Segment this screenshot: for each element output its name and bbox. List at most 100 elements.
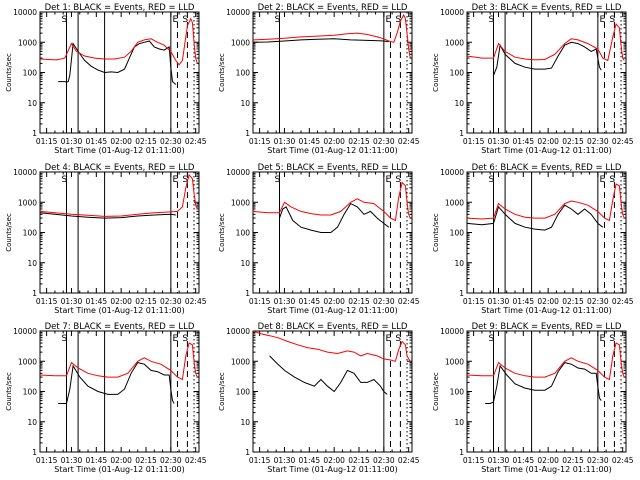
y-tick-label: 1 [245, 129, 250, 138]
x-tick-label: 02:15 [562, 456, 584, 465]
x-tick-label: 02:45 [612, 137, 634, 146]
x-tick-label: 01:30 [274, 297, 296, 306]
x-tick-label: 01:15 [249, 297, 271, 306]
panel-title: Det 9: BLACK = Events, RED = LLD [472, 322, 622, 332]
x-axis-label: Start Time (01-Aug-12 01:11:00) [267, 146, 398, 155]
y-tick-label: 100 [450, 388, 465, 397]
y-tick-label: 10 [240, 99, 250, 108]
lld-series-line [39, 342, 198, 381]
marker-label: E [599, 334, 605, 344]
events-series-line [39, 212, 176, 219]
x-tick-label: 02:30 [373, 456, 395, 465]
x-axis-label: Start Time (01-Aug-12 01:11:00) [267, 306, 398, 315]
panel-det-5: Det 5: BLACK = Events, RED = LLD 1 10 100 10… [218, 163, 420, 315]
marker-label: E [385, 15, 391, 25]
x-tick-label: 02:00 [110, 297, 132, 306]
y-tick-label: 10000 [226, 8, 250, 17]
x-tick-label: 01:15 [463, 137, 485, 146]
lld-series-line [252, 330, 411, 362]
x-tick-label: 01:45 [299, 137, 321, 146]
y-tick-label: 10 [240, 418, 250, 427]
plot-frame [39, 171, 200, 294]
marker-label: S [62, 334, 68, 344]
marker-label: S [489, 175, 495, 185]
marker-label: S [182, 175, 188, 185]
x-tick-label: 01:45 [86, 456, 108, 465]
x-tick-label: 02:45 [185, 137, 207, 146]
x-tick-label: 02:45 [398, 137, 420, 146]
y-tick-label: 10000 [13, 327, 37, 336]
x-axis-label: Start Time (01-Aug-12 01:11:00) [481, 465, 612, 474]
panel-det-7: Det 7: BLACK = Events, RED = LLD 1 10 100 10… [5, 322, 207, 474]
marker-label: S [395, 15, 401, 25]
marker-label: E [385, 334, 391, 344]
x-axis-label: Start Time (01-Aug-12 01:11:00) [481, 146, 612, 155]
x-tick-label: 01:15 [249, 137, 271, 146]
y-tick-label: 1 [459, 289, 464, 298]
x-tick-label: 02:30 [160, 456, 182, 465]
y-tick-label: 100 [236, 229, 251, 238]
y-tick-label: 1 [32, 129, 37, 138]
x-axis-label: Start Time (01-Aug-12 01:11:00) [54, 465, 185, 474]
marker-label: S [182, 334, 188, 344]
x-tick-label: 02:30 [160, 137, 182, 146]
marker-label: S [609, 175, 615, 185]
y-tick-label: 100 [23, 388, 38, 397]
y-tick-label: 10 [27, 259, 37, 268]
y-tick-label: 100 [450, 229, 465, 238]
marker-label: E [172, 334, 178, 344]
y-tick-label: 1000 [18, 357, 37, 366]
marker-label: S [182, 15, 188, 25]
events-series-line [485, 362, 602, 404]
y-tick-label: 1000 [231, 38, 250, 47]
plot-frame [39, 11, 200, 134]
x-tick-label: 02:15 [562, 297, 584, 306]
plot-frame [39, 330, 200, 453]
x-tick-label: 02:00 [110, 456, 132, 465]
marker-label: E [599, 175, 605, 185]
x-tick-label: 01:15 [36, 137, 58, 146]
x-tick-label: 02:00 [323, 456, 345, 465]
lld-series-line [466, 342, 625, 381]
x-tick-label: 01:45 [513, 456, 535, 465]
x-tick-label: 01:30 [274, 137, 296, 146]
marker-label: S [609, 334, 615, 344]
x-tick-label: 02:15 [562, 137, 584, 146]
x-tick-label: 01:15 [36, 297, 58, 306]
panel-det-8: Det 8: BLACK = Events, RED = LLD 1 10 100 10… [218, 322, 420, 474]
x-tick-label: 01:30 [61, 456, 83, 465]
marker-label: E [172, 15, 178, 25]
x-tick-label: 02:15 [348, 137, 370, 146]
x-tick-label: 02:45 [398, 456, 420, 465]
panel-title: Det 3: BLACK = Events, RED = LLD [472, 3, 622, 13]
y-axis-label: Counts/sec [5, 213, 13, 252]
y-tick-label: 100 [450, 69, 465, 78]
x-tick-label: 01:30 [61, 297, 83, 306]
y-axis-label: Counts/sec [432, 372, 440, 411]
x-tick-label: 02:15 [348, 297, 370, 306]
y-tick-label: 10 [454, 259, 464, 268]
lld-series-line [39, 17, 198, 66]
panel-det-6: Det 6: BLACK = Events, RED = LLD 1 10 100 10… [432, 163, 634, 315]
x-tick-label: 01:30 [274, 456, 296, 465]
panel-title: Det 2: BLACK = Events, RED = LLD [258, 3, 408, 13]
lld-series-line [466, 22, 625, 62]
y-tick-label: 10 [27, 418, 37, 427]
marker-label: S [395, 334, 401, 344]
y-tick-label: 10 [454, 418, 464, 427]
events-series-line [58, 362, 175, 404]
y-tick-label: 1 [32, 448, 37, 457]
y-tick-label: 1000 [445, 38, 464, 47]
plot-frame [466, 330, 627, 453]
panel-title: Det 7: BLACK = Events, RED = LLD [45, 322, 195, 332]
x-tick-label: 02:30 [373, 137, 395, 146]
y-tick-label: 10000 [226, 168, 250, 177]
plot-frame [252, 11, 413, 134]
y-tick-label: 10000 [13, 8, 37, 17]
x-tick-label: 01:15 [463, 297, 485, 306]
y-tick-label: 1000 [18, 198, 37, 207]
x-tick-label: 01:15 [463, 456, 485, 465]
x-tick-label: 02:00 [537, 137, 559, 146]
events-series-line [269, 355, 388, 395]
